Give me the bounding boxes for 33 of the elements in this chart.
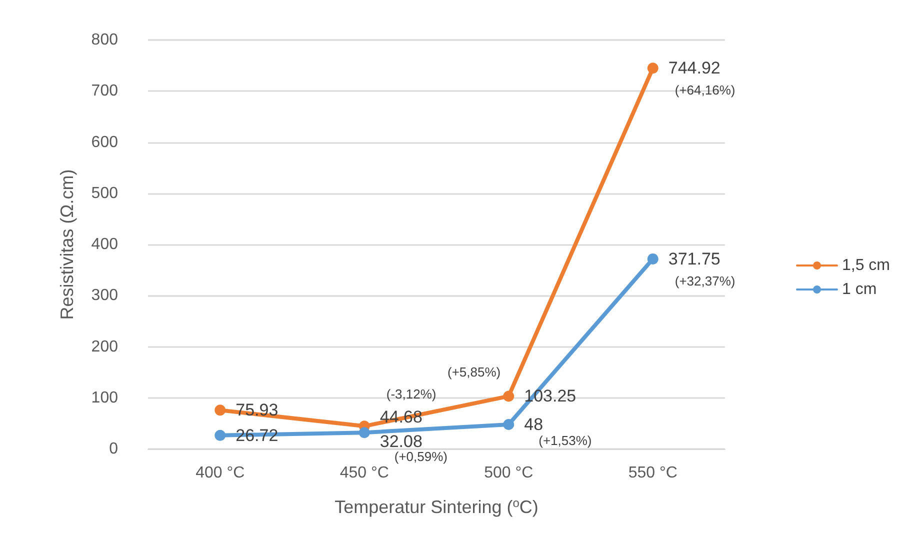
data-label: 744.92 (668, 58, 720, 78)
y-tick-label: 100 (91, 389, 118, 406)
y-tick-label: 400 (91, 236, 118, 253)
data-label: 371.75 (668, 249, 720, 268)
x-tick-label: 500 °C (484, 464, 534, 482)
x-tick-label: 400 °C (196, 464, 245, 482)
point (214, 430, 226, 441)
annotation: (+0,59%) (394, 449, 448, 464)
data-label: 48 (524, 414, 544, 434)
annotation: (+32,37%) (674, 273, 736, 288)
x-tick-label: 450 °C (340, 464, 389, 482)
y-tick-label: 800 (91, 32, 118, 48)
point (503, 418, 514, 430)
point (503, 390, 514, 402)
point (647, 62, 658, 74)
legend-label: 1 cm (842, 281, 877, 298)
annotation: (+1,53%) (538, 432, 592, 448)
y-tick-label: 600 (91, 134, 118, 151)
annotation: (+5,85%) (448, 364, 501, 380)
y-tick-label: 0 (109, 440, 118, 458)
annotation: (-3,12%) (386, 386, 436, 402)
data-label: 32.08 (380, 432, 422, 452)
annotation: (+64,16%) (674, 82, 736, 98)
y-tick-label: 200 (91, 338, 118, 356)
point (647, 253, 658, 264)
legend-label: 1,5 cm (842, 257, 890, 274)
x-tick-label: 550 °C (628, 464, 678, 482)
point (214, 404, 226, 416)
y-tick-label: 500 (91, 184, 118, 202)
y-tick-label: 700 (91, 82, 118, 100)
y-axis-title: Resistivitas (Ω.cm) (57, 169, 77, 320)
point (358, 427, 370, 438)
y-tick-label: 300 (91, 287, 118, 304)
